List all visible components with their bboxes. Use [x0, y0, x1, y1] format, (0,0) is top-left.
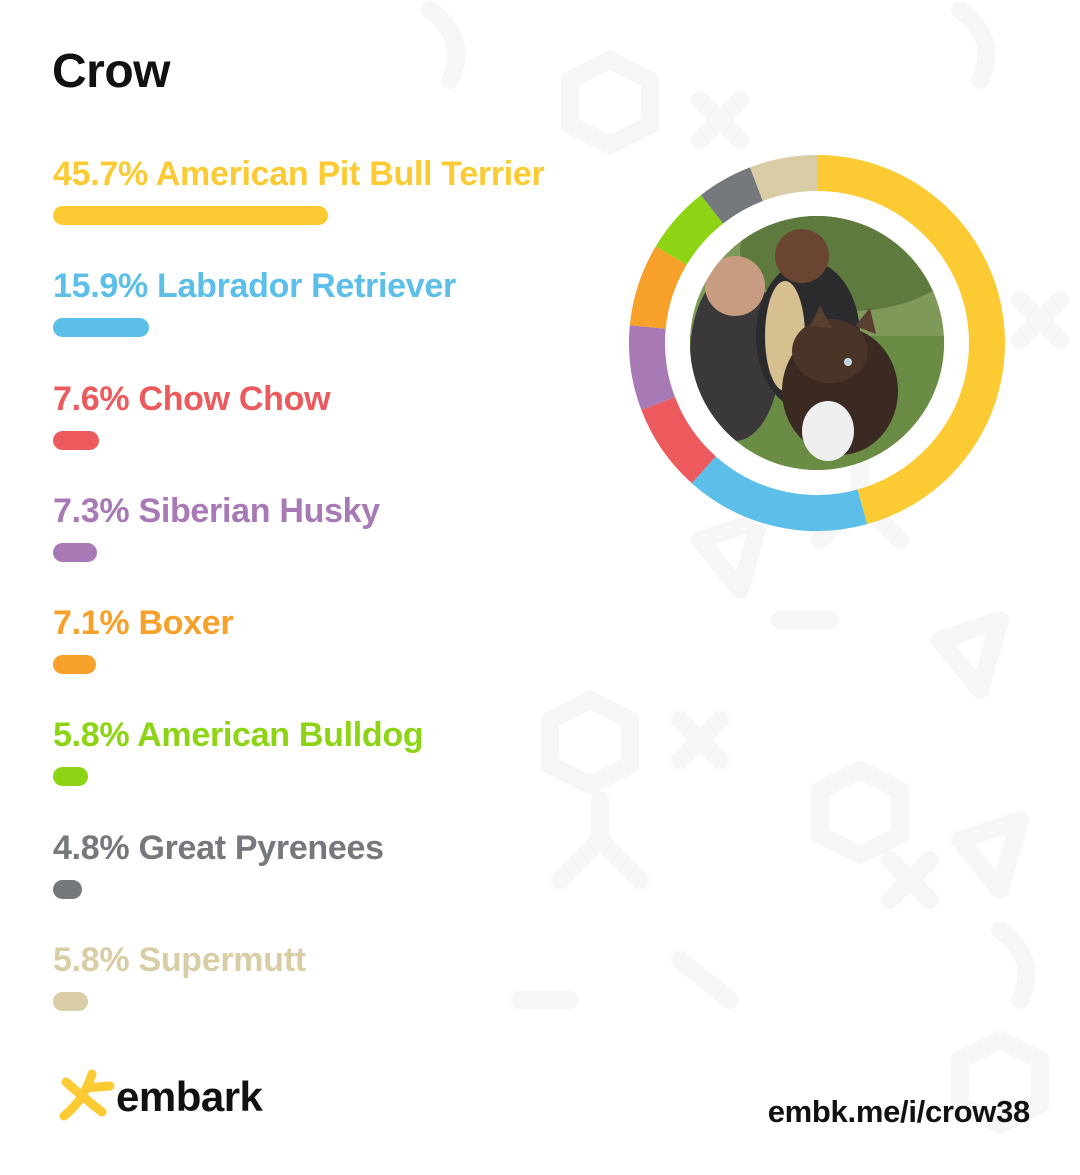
donut-slice — [655, 195, 724, 266]
breed-row: 7.6% Chow Chow — [53, 379, 633, 491]
breed-row: 15.9% Labrador Retriever — [53, 266, 633, 378]
breed-bar — [53, 206, 328, 225]
embark-brand: embark — [54, 1066, 314, 1130]
donut-slice — [816, 155, 1005, 525]
breed-label: 4.8% Great Pyrenees — [53, 828, 384, 867]
breed-bar — [53, 430, 99, 450]
dog-photo-icon — [690, 216, 944, 470]
donut-slice — [629, 325, 676, 411]
breed-row: 5.8% Supermutt — [53, 940, 633, 1052]
breed-bar — [53, 767, 88, 787]
dog-name-title: Crow — [52, 45, 171, 98]
breed-label: 7.3% Siberian Husky — [53, 491, 380, 530]
embark-logo-icon — [59, 1069, 115, 1121]
breed-label: 45.7% American Pit Bull Terrier — [53, 155, 545, 193]
breed-row: 7.3% Siberian Husky — [53, 491, 633, 603]
breed-label: 15.9% Labrador Retriever — [53, 267, 456, 306]
breed-label: 7.1% Boxer — [53, 604, 234, 643]
donut-slice — [691, 456, 868, 531]
breed-bar — [53, 318, 149, 338]
breed-bar — [53, 879, 82, 899]
breed-label: 7.6% Chow Chow — [53, 379, 331, 418]
breed-bar — [53, 655, 96, 675]
share-link[interactable]: embk.me/i/crow38 — [767, 1094, 1031, 1129]
donut-slice — [641, 396, 717, 484]
donut-slice — [629, 246, 687, 330]
breed-row: 45.7% American Pit Bull Terrier — [53, 154, 633, 266]
donut-chart-svg — [629, 155, 1005, 531]
breed-row: 5.8% American Bulldog — [53, 715, 633, 827]
breed-label: 5.8% Supermutt — [53, 941, 306, 980]
donut-slice — [749, 155, 818, 202]
breed-label: 5.8% American Bulldog — [53, 716, 424, 755]
breed-row: 4.8% Great Pyrenees — [53, 828, 633, 940]
donut-slice — [700, 167, 764, 224]
breed-donut-chart — [622, 148, 1012, 538]
breed-bar — [53, 992, 88, 1012]
brand-wordmark: embark — [116, 1073, 263, 1120]
breed-legend-list: 45.7% American Pit Bull Terrier 15.9% Lab… — [53, 154, 633, 1052]
breed-bar — [53, 542, 97, 562]
breed-row: 7.1% Boxer — [53, 603, 633, 715]
